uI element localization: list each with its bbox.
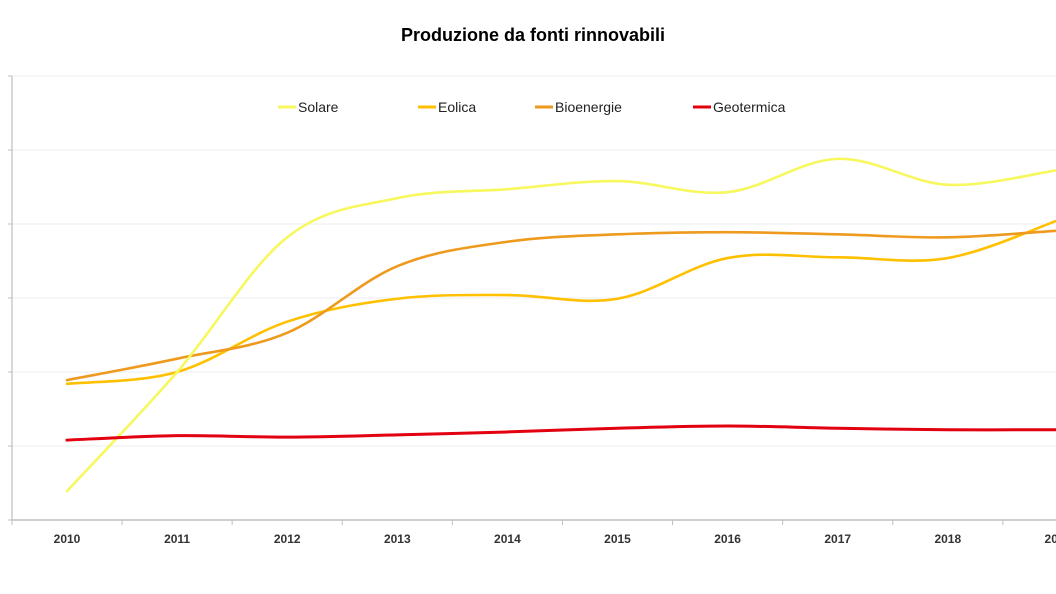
x-tick-labels: 2010 2011 2012 2013 2014 2015 2016 2017 2018 2019 xyxy=(54,532,1056,546)
legend-label: Geotermica xyxy=(713,99,786,115)
x-tick-label: 2010 xyxy=(54,532,81,546)
gridlines xyxy=(12,75,1056,447)
x-tick-label: 2012 xyxy=(274,532,301,546)
axes xyxy=(8,75,1056,525)
chart-title: Produzione da fonti rinnovabili xyxy=(401,25,665,45)
legend-label: Eolica xyxy=(438,99,476,115)
series-line-geotermica xyxy=(65,424,1056,442)
legend-item-geotermica: Geotermica xyxy=(693,99,786,115)
legend-item-eolica: Eolica xyxy=(418,99,476,115)
legend-item-solare: Solare xyxy=(278,99,339,115)
legend-item-bioenergie: Bioenergie xyxy=(535,99,622,115)
series-line-eolica xyxy=(65,219,1056,386)
x-tick-label: 2017 xyxy=(824,532,851,546)
legend-label: Solare xyxy=(298,99,339,115)
series-line-solare xyxy=(65,157,1056,493)
series-line-bioenergie xyxy=(65,229,1056,382)
legend: Solare Eolica Bioenergie Geotermica xyxy=(278,99,786,115)
series-lines xyxy=(65,157,1056,493)
x-tick-label: 2019 xyxy=(1045,532,1056,546)
x-tick-label: 2016 xyxy=(714,532,741,546)
x-tick-label: 2018 xyxy=(934,532,961,546)
x-tick-label: 2015 xyxy=(604,532,631,546)
x-tick-label: 2011 xyxy=(164,532,190,546)
x-tick-label: 2014 xyxy=(494,532,521,546)
x-tick-label: 2013 xyxy=(384,532,411,546)
legend-label: Bioenergie xyxy=(555,99,622,115)
